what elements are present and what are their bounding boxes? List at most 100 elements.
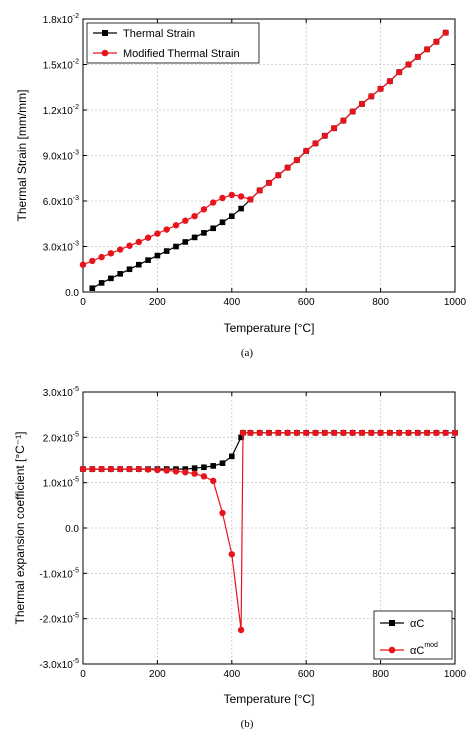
data-point bbox=[182, 239, 189, 245]
x-tick-label: 0 bbox=[80, 297, 86, 308]
data-point bbox=[163, 467, 170, 474]
legend-label-name: αC bbox=[410, 645, 424, 657]
data-point bbox=[229, 213, 235, 219]
x-tick-label: 200 bbox=[149, 669, 166, 680]
data-point bbox=[145, 257, 151, 263]
y-tick-label: 3.0x10-3 bbox=[43, 241, 79, 254]
data-point bbox=[172, 222, 180, 229]
data-point bbox=[275, 429, 282, 436]
data-point bbox=[219, 460, 226, 466]
y-tick-label-base: 9.0x10 bbox=[43, 152, 73, 163]
legend-label: αC bbox=[410, 618, 424, 630]
y-tick-label: 6.0x10-3 bbox=[43, 195, 79, 208]
legend-marker bbox=[101, 49, 109, 57]
data-point bbox=[368, 429, 375, 436]
legend-label-name: αC bbox=[410, 618, 424, 630]
data-point bbox=[154, 466, 161, 474]
legend-label-name: Thermal Strain bbox=[123, 28, 195, 40]
data-point bbox=[173, 243, 179, 250]
data-point bbox=[172, 468, 180, 475]
y-tick-label: 1.0x10-5 bbox=[43, 477, 79, 490]
data-point bbox=[210, 477, 217, 485]
y-tick-label-base: 0.0 bbox=[65, 288, 79, 299]
x-axis-label: Temperature [°C] bbox=[224, 692, 315, 706]
data-point bbox=[358, 429, 366, 436]
data-point bbox=[238, 205, 244, 212]
data-point bbox=[340, 117, 347, 124]
y-tick-label-base: 3.0x10 bbox=[43, 388, 73, 399]
y-tick-label-base: 1.5x10 bbox=[43, 61, 73, 72]
data-point bbox=[312, 429, 319, 436]
y-tick-label-exponent: -3 bbox=[73, 195, 79, 202]
y-tick-label-base: 1.2x10 bbox=[43, 106, 73, 117]
data-point bbox=[293, 156, 301, 164]
data-point bbox=[349, 429, 356, 436]
x-tick-label: 200 bbox=[149, 297, 166, 308]
data-point bbox=[89, 465, 96, 473]
y-tick-label-exponent: -3 bbox=[73, 150, 79, 157]
chart-panel-b: 0 200 400 600 800 1000-3.0x10-5-2.0x10-5-1.0x… bbox=[13, 386, 467, 730]
data-point bbox=[330, 125, 338, 132]
data-point bbox=[219, 219, 226, 226]
data-point bbox=[191, 470, 198, 477]
data-point bbox=[349, 108, 356, 115]
data-point bbox=[79, 261, 87, 268]
data-point bbox=[117, 246, 124, 253]
legend-label-superscript: mod bbox=[424, 642, 438, 649]
data-point bbox=[89, 285, 96, 292]
data-point bbox=[117, 271, 123, 277]
data-point bbox=[163, 248, 170, 254]
series-line bbox=[82, 32, 447, 266]
series-0 bbox=[80, 430, 458, 472]
legend-box bbox=[86, 22, 260, 64]
series-line bbox=[92, 32, 447, 289]
y-tick-label: 2.0x10-5 bbox=[43, 431, 79, 444]
y-tick-label-exponent: -2 bbox=[73, 59, 79, 66]
data-point bbox=[238, 434, 244, 441]
series-0 bbox=[89, 29, 449, 292]
data-point bbox=[414, 429, 421, 436]
data-point bbox=[201, 464, 207, 471]
data-point bbox=[163, 226, 170, 233]
x-tick-label: 800 bbox=[372, 669, 389, 680]
y-tick-label-base: 2.0x10 bbox=[43, 433, 73, 444]
y-tick-label: -1.0x10-5 bbox=[39, 567, 79, 580]
data-point bbox=[321, 429, 328, 436]
legend-label: αCmod bbox=[410, 642, 438, 657]
data-point bbox=[182, 217, 189, 224]
x-tick-label: 600 bbox=[298, 297, 315, 308]
panel-label: (b) bbox=[241, 718, 254, 730]
data-point bbox=[396, 429, 403, 436]
series-line bbox=[83, 432, 455, 631]
data-point bbox=[200, 473, 208, 480]
data-point bbox=[135, 465, 142, 473]
data-point bbox=[256, 429, 263, 436]
data-point bbox=[265, 429, 273, 436]
data-point bbox=[210, 463, 216, 469]
y-tick-label-exponent: -5 bbox=[73, 567, 79, 574]
x-tick-label: 800 bbox=[372, 297, 389, 308]
data-point bbox=[330, 429, 338, 436]
series-line bbox=[83, 432, 455, 470]
y-tick-label-base: -3.0x10 bbox=[39, 660, 73, 671]
data-point bbox=[191, 234, 198, 241]
data-point bbox=[182, 469, 189, 476]
x-tick-label: 600 bbox=[298, 669, 315, 680]
y-tick-label: 0.0 bbox=[65, 288, 79, 299]
x-tick-label: 400 bbox=[223, 297, 240, 308]
data-point bbox=[256, 187, 263, 194]
legend: Thermal Strain Modified Thermal Strain bbox=[86, 22, 260, 64]
data-point bbox=[247, 196, 254, 203]
data-point bbox=[386, 429, 394, 436]
data-point bbox=[405, 61, 412, 68]
legend-box bbox=[373, 610, 453, 660]
data-point bbox=[265, 179, 273, 186]
legend-label-name: Modified Thermal Strain bbox=[123, 48, 240, 60]
y-tick-label-exponent: -5 bbox=[73, 477, 79, 484]
x-tick-label: 1000 bbox=[444, 669, 467, 680]
data-point bbox=[386, 77, 394, 85]
data-point bbox=[293, 429, 301, 436]
y-tick-label: 9.0x10-3 bbox=[43, 150, 79, 163]
data-point bbox=[312, 140, 319, 147]
